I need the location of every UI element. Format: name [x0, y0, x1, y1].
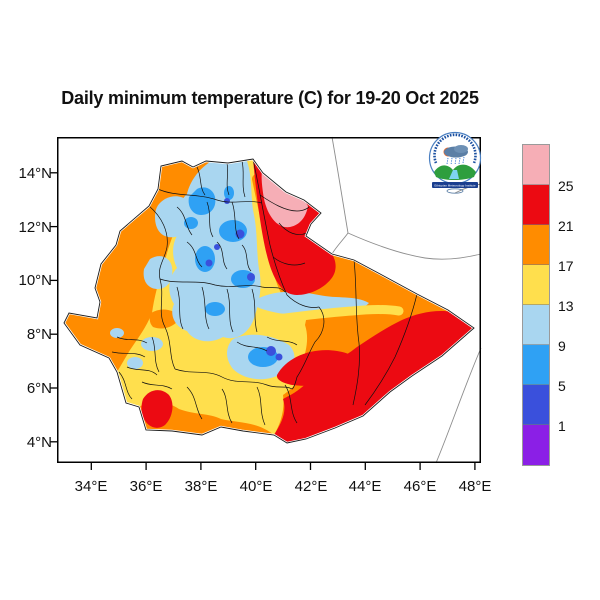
logo-banner — [432, 182, 478, 188]
ethiopia-temperature-map — [50, 136, 482, 470]
xtick-36e: 36°E — [129, 478, 163, 495]
map-frame — [57, 137, 481, 463]
xtick-48e: 48°E — [458, 478, 492, 495]
xtick-44e: 44°E — [348, 478, 382, 495]
colorbar-label-9: 9 — [558, 338, 566, 354]
zone-boundaries — [111, 159, 418, 426]
page-title: Daily minimum temperature (C) for 19-20 … — [61, 88, 479, 108]
colorbar-cell-gt25 — [523, 145, 549, 185]
xtick-46e: 46°E — [403, 478, 437, 495]
colorbar-label-5: 5 — [558, 378, 566, 394]
colorbar-cell-9-13 — [523, 305, 549, 345]
xtick-40e: 40°E — [239, 478, 273, 495]
map-plot-area — [50, 136, 482, 470]
rain-icon — [446, 156, 465, 166]
colorbar-cell-1-5 — [523, 385, 549, 425]
colorbar-cell-lt1 — [523, 425, 549, 465]
colorbar-label-25: 25 — [558, 178, 574, 194]
colorbar-label-21: 21 — [558, 218, 574, 234]
colorbar-label-1: 1 — [558, 418, 566, 434]
ytick-6n: 6°N — [26, 380, 52, 397]
colorbar-label-17: 17 — [558, 258, 574, 274]
ytick-4n: 4°N — [26, 434, 52, 451]
temperature-field — [64, 159, 474, 443]
colorbar-cell-21-25 — [523, 185, 549, 225]
colorbar-cell-13-17 — [523, 265, 549, 305]
colorbar — [522, 144, 550, 466]
logo-banner-text: Ethiopian Meteorology Institute — [434, 183, 476, 187]
axis-ticks — [50, 172, 476, 470]
ytick-14n: 14°N — [18, 165, 52, 182]
river-icon — [449, 170, 459, 179]
country-border — [63, 158, 475, 444]
cloud-puff — [454, 145, 468, 153]
ytick-10n: 10°N — [18, 272, 52, 289]
ytick-12n: 12°N — [18, 219, 52, 236]
xtick-38e: 38°E — [184, 478, 218, 495]
xtick-34e: 34°E — [74, 478, 108, 495]
colorbar-cell-5-9 — [523, 345, 549, 385]
colorbar-cell-17-21 — [523, 225, 549, 265]
logo-scroll — [446, 188, 464, 194]
meteorology-institute-logo: Ethiopian Meteorology Institute — [428, 130, 482, 194]
xtick-42e: 42°E — [294, 478, 328, 495]
ytick-8n: 8°N — [26, 326, 52, 343]
colorbar-label-13: 13 — [558, 298, 574, 314]
